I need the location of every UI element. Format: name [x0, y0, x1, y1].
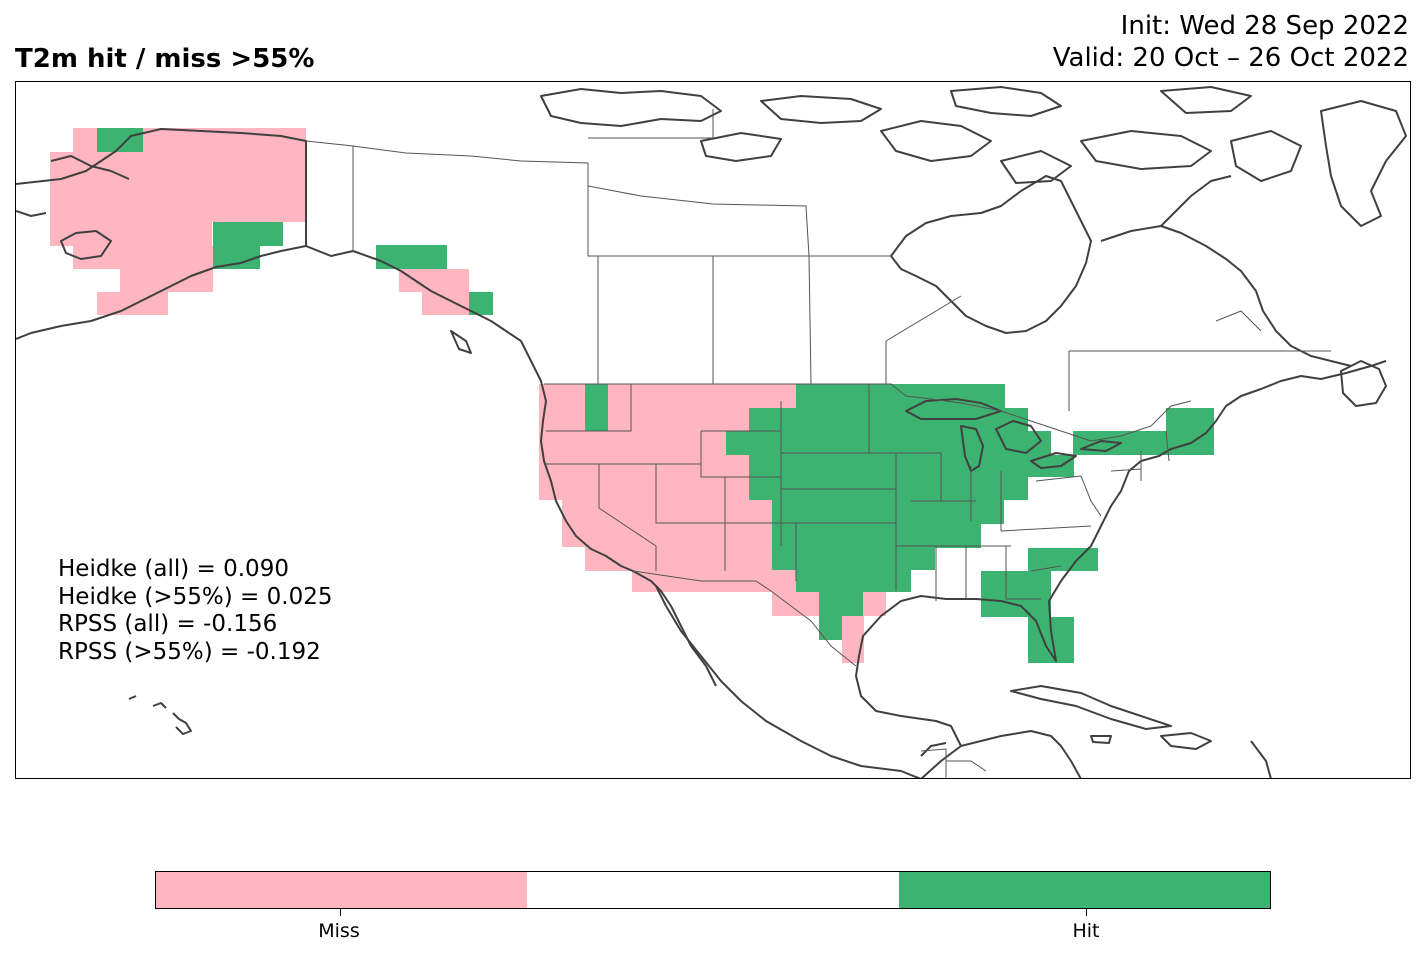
colorbar-tick-hit: [1086, 909, 1087, 916]
hit-cells: [97, 128, 1214, 663]
colorbar-label-miss: Miss: [318, 920, 360, 942]
miss-cells: [50, 128, 886, 663]
colorbar-neutral-segment: [527, 872, 899, 908]
central-america-borders: [920, 748, 987, 778]
map-canvas: [16, 86, 1407, 778]
colorbar: [155, 871, 1271, 909]
colorbar-tick-miss: [340, 909, 341, 916]
rpss-all: RPSS (all) = -0.156: [58, 611, 278, 637]
map-panel: [15, 81, 1411, 779]
map-title: T2m hit / miss >55%: [15, 44, 315, 74]
init-date: Init: Wed 28 Sep 2022: [1120, 11, 1409, 41]
heidke-all: Heidke (all) = 0.090: [58, 556, 289, 582]
skill-scores: Heidke (all) = 0.090 Heidke (>55%) = 0.0…: [58, 556, 332, 666]
coastlines: [16, 86, 1407, 778]
valid-date: Valid: 20 Oct – 26 Oct 2022: [1052, 43, 1409, 73]
colorbar-hit-segment: [898, 872, 1270, 908]
rpss-55: RPSS (>55%) = -0.192: [58, 638, 321, 665]
colorbar-miss-segment: [156, 872, 528, 908]
date-info: Init: Wed 28 Sep 2022 Valid: 20 Oct – 26…: [1053, 10, 1409, 74]
political-borders: [305, 109, 1331, 667]
heidke-55: Heidke (>55%) = 0.025: [58, 583, 333, 610]
colorbar-label-hit: Hit: [1072, 920, 1100, 942]
